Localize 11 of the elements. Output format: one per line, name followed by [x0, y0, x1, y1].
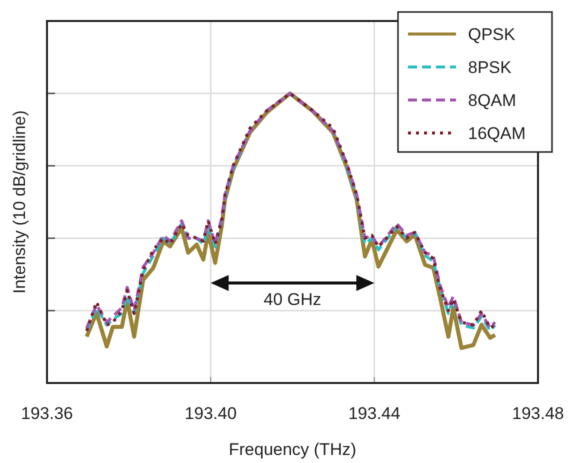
x-tick-label: 193.44	[348, 404, 400, 424]
annotation: 40 GHz	[264, 290, 322, 309]
x-tick-label: 193.36	[21, 404, 73, 424]
legend-label: QPSK	[468, 25, 516, 44]
y-axis-title: Intensity (10 dB/gridline)	[10, 110, 29, 294]
legend-label: 16QAM	[468, 124, 526, 143]
x-tick-label: 193.40	[184, 404, 237, 424]
legend-label: 8QAM	[468, 91, 516, 110]
legend-label: 8PSK	[468, 58, 512, 77]
x-tick-label: 193.48	[512, 404, 564, 424]
x-axis-title: Frequency (THz)	[228, 440, 356, 459]
